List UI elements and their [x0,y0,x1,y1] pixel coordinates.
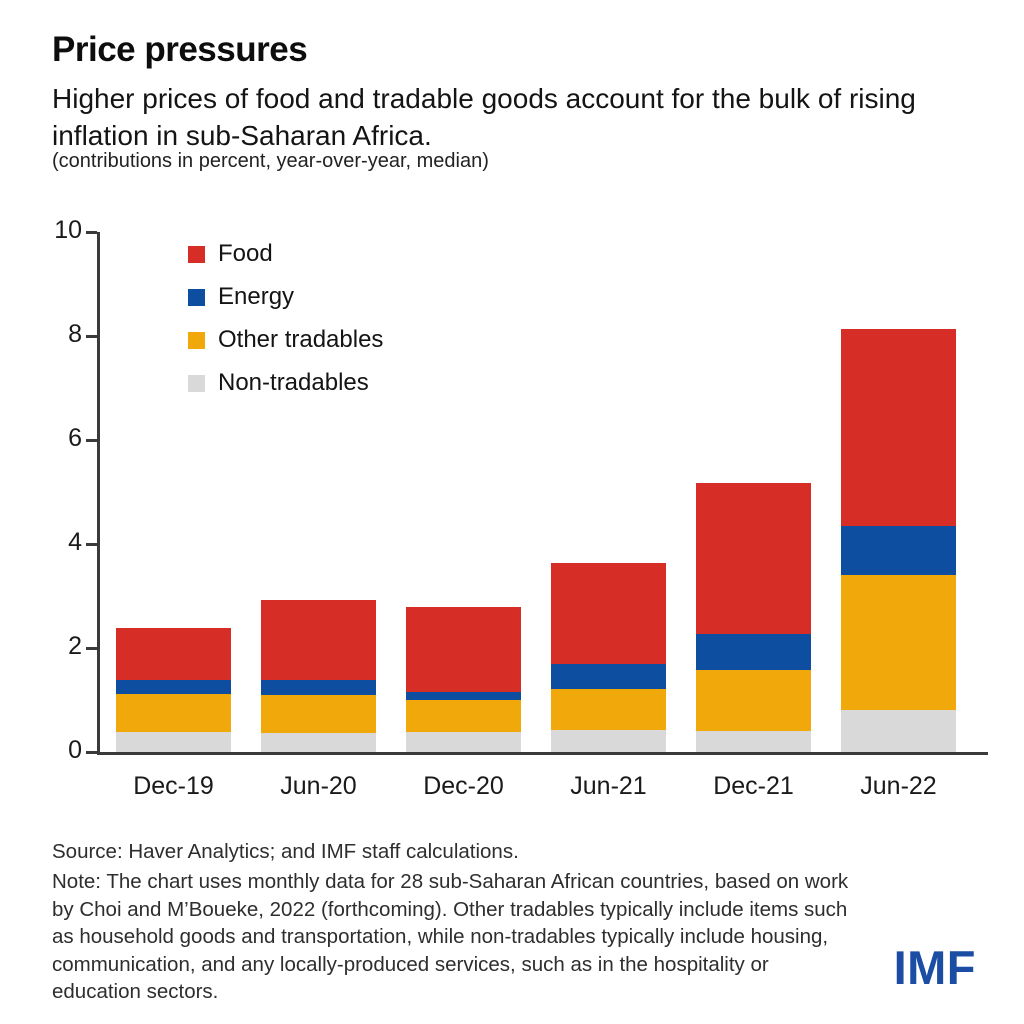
legend-swatch-energy [188,288,205,306]
bar-segment-non-tradables [261,732,376,752]
x-axis-label-jun-20: Jun-20 [280,772,357,800]
bar-segment-non-tradables [551,730,666,752]
bar-segment-energy [841,525,956,576]
bar-segment-non-tradables [696,731,811,752]
source-text: Source: Haver Analytics; and IMF staff c… [52,840,519,863]
bar-segment-energy [551,664,666,689]
bar-segment-non-tradables [116,732,231,752]
y-tick-label-6: 6 [68,424,82,452]
bar-segment-food [261,600,376,681]
y-tick-10 [86,230,97,234]
legend: Food Energy Other tradables Non-tradables [188,240,383,397]
y-tick-2 [86,646,97,650]
y-tick-label-8: 8 [68,320,82,348]
bar-segment-food [406,606,521,693]
legend-label-other-tradables: Other tradables [218,326,384,353]
bar-segment-non-tradables [406,731,521,752]
page-title: Price pressures [52,30,308,69]
bar-segment-other-tradables [841,575,956,711]
bar-dec-19 [116,628,231,752]
legend-item-food: Food [188,240,383,268]
plot-area: Food Energy Other tradables Non-tradables 0… [54,216,988,800]
bar-segment-food [841,329,956,526]
y-tick-8 [86,334,97,338]
legend-label-non-tradables: Non-tradables [218,369,369,396]
bar-segment-energy [406,692,521,701]
bar-dec-21 [696,483,811,752]
y-tick-label-4: 4 [68,528,82,556]
chart-units-caption: (contributions in percent, year-over-yea… [52,150,489,172]
x-axis-label-dec-21: Dec-21 [713,772,794,800]
y-tick-label-10: 10 [54,216,82,244]
legend-item-other-tradables: Other tradables [188,326,383,354]
bar-segment-energy [696,634,811,670]
legend-item-energy: Energy [188,283,383,311]
x-axis-label-dec-19: Dec-19 [133,772,214,800]
bar-segment-food [696,483,811,635]
legend-swatch-food [188,245,205,263]
bar-segment-other-tradables [261,694,376,733]
legend-item-non-tradables: Non-tradables [188,369,383,397]
bar-jun-20 [261,600,376,752]
bar-segment-other-tradables [696,669,811,732]
x-axis-label-dec-20: Dec-20 [423,772,504,800]
note-text: Note: The chart uses monthly data for 28… [52,870,849,1003]
y-tick-6 [86,438,97,442]
bar-jun-22 [841,329,956,752]
bar-segment-other-tradables [406,700,521,732]
legend-label-food: Food [218,240,273,267]
bar-segment-energy [116,679,231,694]
bar-segment-other-tradables [116,693,231,733]
legend-swatch-non-tradables [188,374,205,392]
legend-label-energy: Energy [218,283,295,310]
bar-segment-other-tradables [551,688,666,731]
legend-swatch-other-tradables [188,331,205,349]
chart-subtitle: Higher prices of food and tradable goods… [52,83,916,151]
x-axis-label-jun-21: Jun-21 [570,772,647,800]
bar-segment-food [116,628,231,680]
y-tick-label-2: 2 [68,632,82,660]
bar-segment-non-tradables [841,710,956,752]
bar-segment-energy [261,680,376,695]
bar-jun-21 [551,562,666,752]
y-tick-0 [86,750,97,754]
y-tick-4 [86,542,97,546]
y-tick-label-0: 0 [68,736,82,764]
bar-segment-food [551,562,666,665]
imf-logo: IMF [893,941,976,994]
bar-dec-20 [406,606,521,752]
x-axis-label-jun-22: Jun-22 [860,772,937,800]
